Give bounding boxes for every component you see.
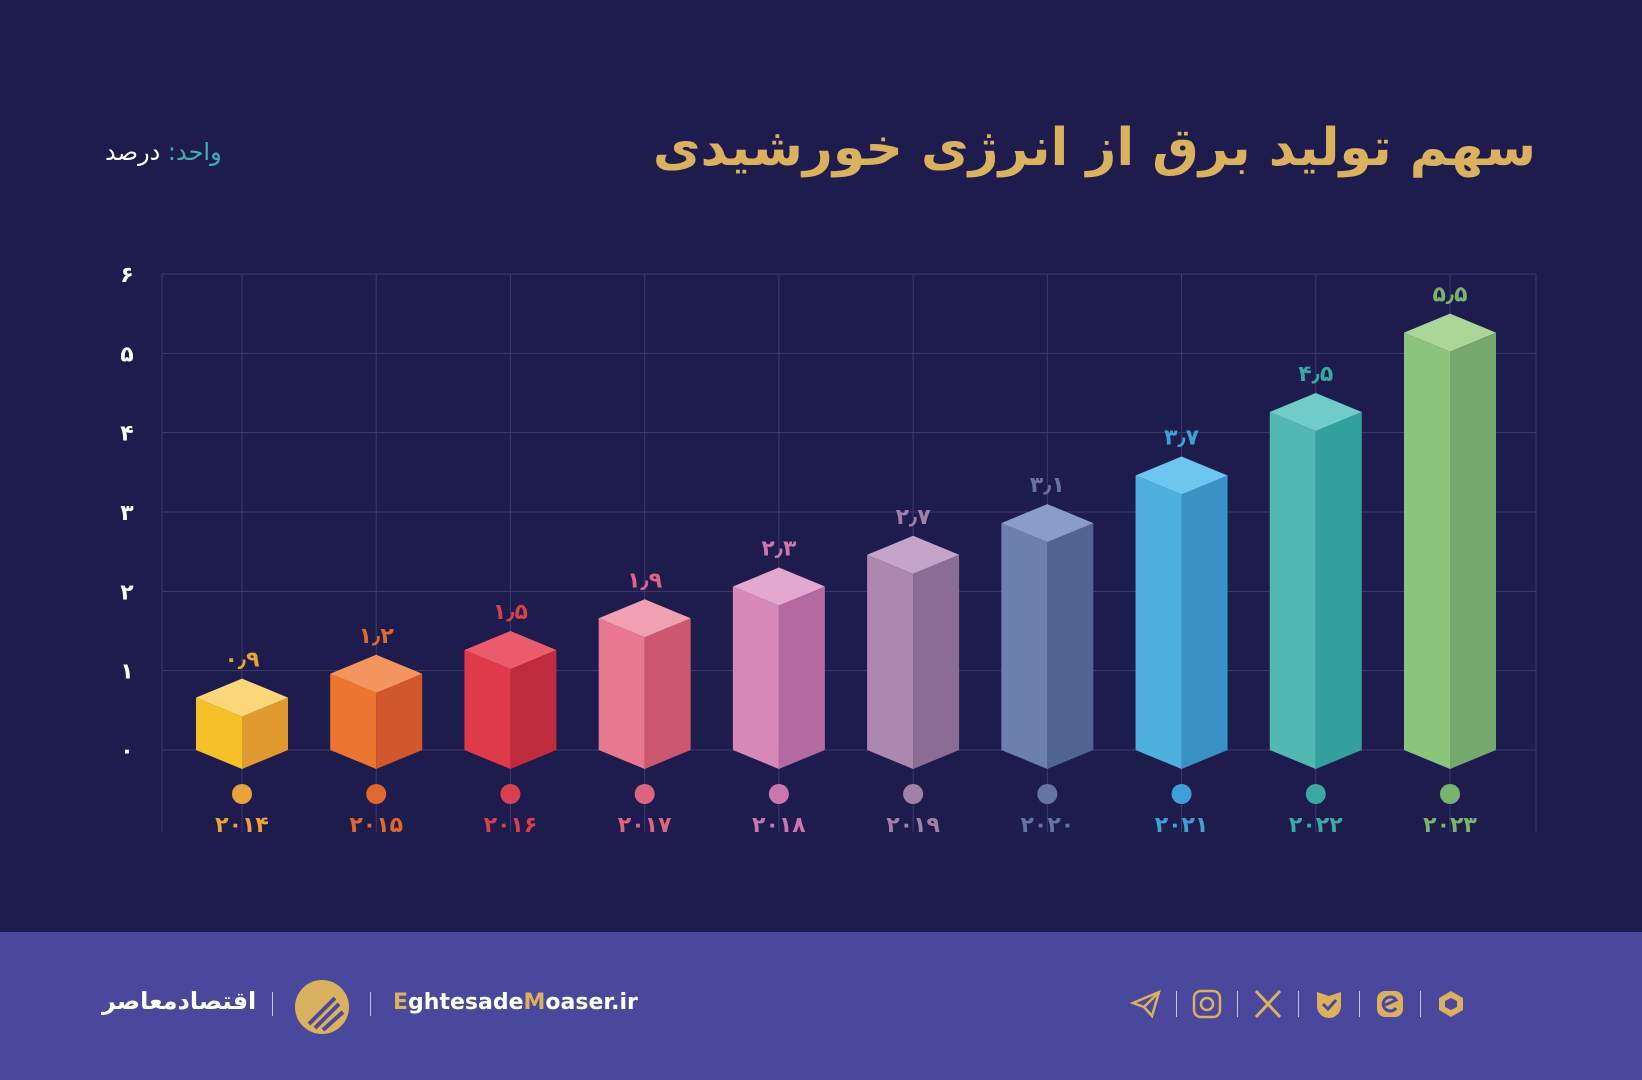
bar-chart: ۰ ۱ ۲ ۳ ۴ ۵ ۶ ۰٫۹ ۲۰۱۴ ۱٫۲ ۲۰۱۵ ۱٫۵ ۲۰۱۶ ۱٫۹ ۲۰۱۷ ۲٫۳ ۲۰… xyxy=(120,263,1537,838)
rubika-icon[interactable] xyxy=(1435,988,1467,1020)
x-tick-label: ۲۰۱۴ xyxy=(215,813,269,838)
legend-dot xyxy=(1171,784,1192,804)
legend-dot xyxy=(768,784,789,804)
legend-dot xyxy=(1305,784,1326,804)
instagram-icon[interactable] xyxy=(1191,988,1223,1020)
x-tick-label: ۲۰۲۰ xyxy=(1020,813,1074,838)
bar-left-face xyxy=(464,650,511,769)
bar-top-face xyxy=(598,599,691,638)
bar-left-face xyxy=(1135,475,1182,769)
bar-top-face xyxy=(1135,456,1228,495)
bar-left-face xyxy=(867,554,914,769)
divider xyxy=(272,992,273,1016)
value-label: ۱٫۵ xyxy=(493,600,528,625)
bar-left-face xyxy=(732,586,779,769)
bar-top-face xyxy=(1404,313,1496,352)
chart-title: سهم تولید برق از انرژی خورشیدی xyxy=(652,118,1536,178)
x-tick-label: ۲۰۱۵ xyxy=(349,813,403,838)
bar-left-face xyxy=(196,697,242,769)
footer: اقتصادمعاصر EghtesadeMoaser.ir xyxy=(0,932,1642,1080)
bar-right-face xyxy=(1181,475,1228,769)
y-tick-label: ۲ xyxy=(120,580,134,605)
bar-right-face xyxy=(376,673,423,769)
value-label: ۲٫۳ xyxy=(761,537,797,562)
legend-dot xyxy=(1037,784,1058,804)
x-tick-label: ۲۰۱۷ xyxy=(618,813,672,838)
bar-top-face xyxy=(1001,504,1094,543)
bale-icon[interactable] xyxy=(1313,988,1345,1020)
x-tick-label: ۲۰۲۱ xyxy=(1155,813,1209,838)
value-label: ۱٫۲ xyxy=(359,624,395,649)
y-tick-label: ۶ xyxy=(120,263,133,288)
legend-dot xyxy=(634,784,655,804)
legend-dot xyxy=(903,784,924,804)
bar-right-face xyxy=(242,697,288,769)
website-link[interactable]: EghtesadeMoaser.ir xyxy=(393,990,638,1015)
unit-label: واحد: درصد xyxy=(105,138,222,166)
x-tick-label: ۲۰۲۳ xyxy=(1423,813,1477,838)
bar-top-face xyxy=(464,631,557,669)
bar-top-face xyxy=(732,567,825,606)
y-tick-label: ۱ xyxy=(120,660,133,685)
bar-left-face xyxy=(330,673,377,769)
bar-top-face xyxy=(196,678,288,717)
bar-right-face xyxy=(1450,332,1496,769)
bar-left-face xyxy=(1404,332,1450,769)
value-label: ۵٫۵ xyxy=(1432,283,1467,308)
x-tick-label: ۲۰۱۶ xyxy=(484,813,538,838)
legend-dot xyxy=(1440,784,1460,804)
y-tick-label: ۵ xyxy=(120,342,133,367)
value-label: ۳٫۷ xyxy=(1164,425,1200,450)
value-label: ۰٫۹ xyxy=(224,648,259,673)
bar-right-face xyxy=(1315,412,1362,769)
bar-right-face xyxy=(1047,523,1094,769)
bar-left-face xyxy=(1001,523,1048,769)
value-label: ۲٫۷ xyxy=(896,505,932,530)
y-tick-label: ۰ xyxy=(120,739,133,764)
divider xyxy=(370,992,371,1016)
y-tick-label: ۳ xyxy=(120,501,134,526)
x-tick-label: ۲۰۲۲ xyxy=(1289,813,1343,838)
brand-logo xyxy=(295,980,349,1034)
x-tick-label: ۲۰۱۹ xyxy=(886,813,940,838)
bar-right-face xyxy=(913,554,960,769)
telegram-icon[interactable] xyxy=(1129,988,1162,1020)
eitaa-icon[interactable] xyxy=(1374,988,1406,1020)
x-tick-label: ۲۰۱۸ xyxy=(752,813,806,838)
legend-dot xyxy=(232,784,252,804)
bar-top-face xyxy=(330,654,423,693)
value-label: ۳٫۱ xyxy=(1030,473,1065,498)
y-tick-label: ۴ xyxy=(120,422,133,447)
x-icon[interactable] xyxy=(1252,988,1284,1020)
bar-left-face xyxy=(1269,412,1316,769)
legend-dot xyxy=(366,784,387,804)
brand-name: اقتصادمعاصر xyxy=(102,987,257,1015)
legend-dot xyxy=(500,784,521,804)
bar-right-face xyxy=(644,618,691,769)
bar-top-face xyxy=(1269,393,1362,431)
value-label: ۴٫۵ xyxy=(1298,362,1333,387)
bar-left-face xyxy=(598,618,645,769)
bar-top-face xyxy=(867,535,960,574)
bar-right-face xyxy=(778,586,825,769)
value-label: ۱٫۹ xyxy=(627,568,662,593)
bar-right-face xyxy=(510,650,557,769)
